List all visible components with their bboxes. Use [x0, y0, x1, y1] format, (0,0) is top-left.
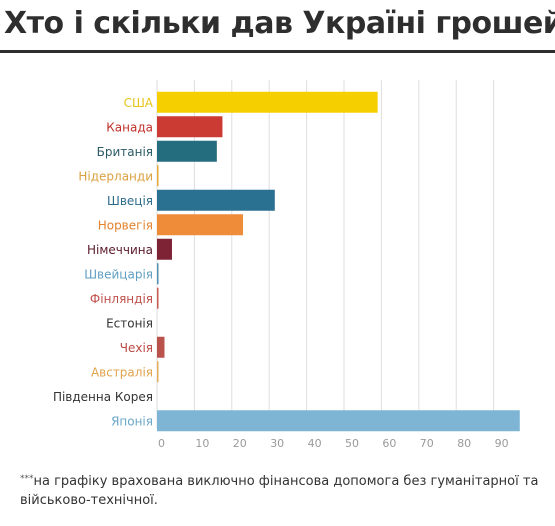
bar-chart: 0 10 20 30 40 50 60 70 80 90 США Канада Британія Ніде…	[53, 80, 520, 450]
category-label: Британія	[97, 145, 153, 159]
x-tick-label: 10	[195, 437, 209, 450]
x-tick-label: 40	[308, 437, 322, 450]
category-label: Нідерланди	[78, 169, 153, 183]
bar	[157, 361, 159, 383]
footnote: ***на графіку врахована виключно фінансо…	[20, 470, 555, 510]
bar	[157, 91, 378, 113]
bar	[157, 140, 217, 162]
category-label: Австралія	[91, 365, 153, 379]
category-label: Канада	[106, 120, 153, 134]
bar	[157, 214, 244, 236]
footnote-text: на графіку врахована виключно фінансова …	[20, 474, 539, 508]
x-tick-label: 90	[495, 437, 509, 450]
bar	[157, 287, 159, 309]
x-tick-label: 20	[233, 437, 247, 450]
category-label: США	[124, 96, 154, 110]
category-label: Чехія	[120, 341, 153, 355]
title-underline	[0, 50, 555, 53]
category-label: Норвегія	[98, 218, 153, 232]
category-label: Південна Корея	[53, 390, 153, 404]
x-tick-label: 80	[457, 437, 471, 450]
bar	[157, 410, 520, 432]
chart-title: Хто і скільки дав Україні грошей	[4, 6, 555, 41]
x-tick-label: 70	[420, 437, 434, 450]
category-label: Німеччина	[87, 243, 153, 257]
category-label: Швейцарія	[84, 267, 153, 281]
bar	[157, 165, 159, 187]
category-label: Фінляндія	[90, 292, 153, 306]
bar	[157, 189, 275, 211]
x-tick-label: 60	[382, 437, 396, 450]
bar	[157, 336, 165, 358]
bar	[157, 116, 223, 138]
x-tick-label: 0	[158, 437, 165, 450]
footnote-marker: ***	[20, 474, 34, 484]
category-label: Естонія	[106, 316, 153, 330]
bar	[157, 263, 159, 285]
x-tick-label: 30	[270, 437, 284, 450]
category-label: Швеція	[107, 194, 153, 208]
category-label: Японія	[111, 414, 153, 428]
x-tick-label: 50	[345, 437, 359, 450]
bar	[157, 238, 172, 260]
